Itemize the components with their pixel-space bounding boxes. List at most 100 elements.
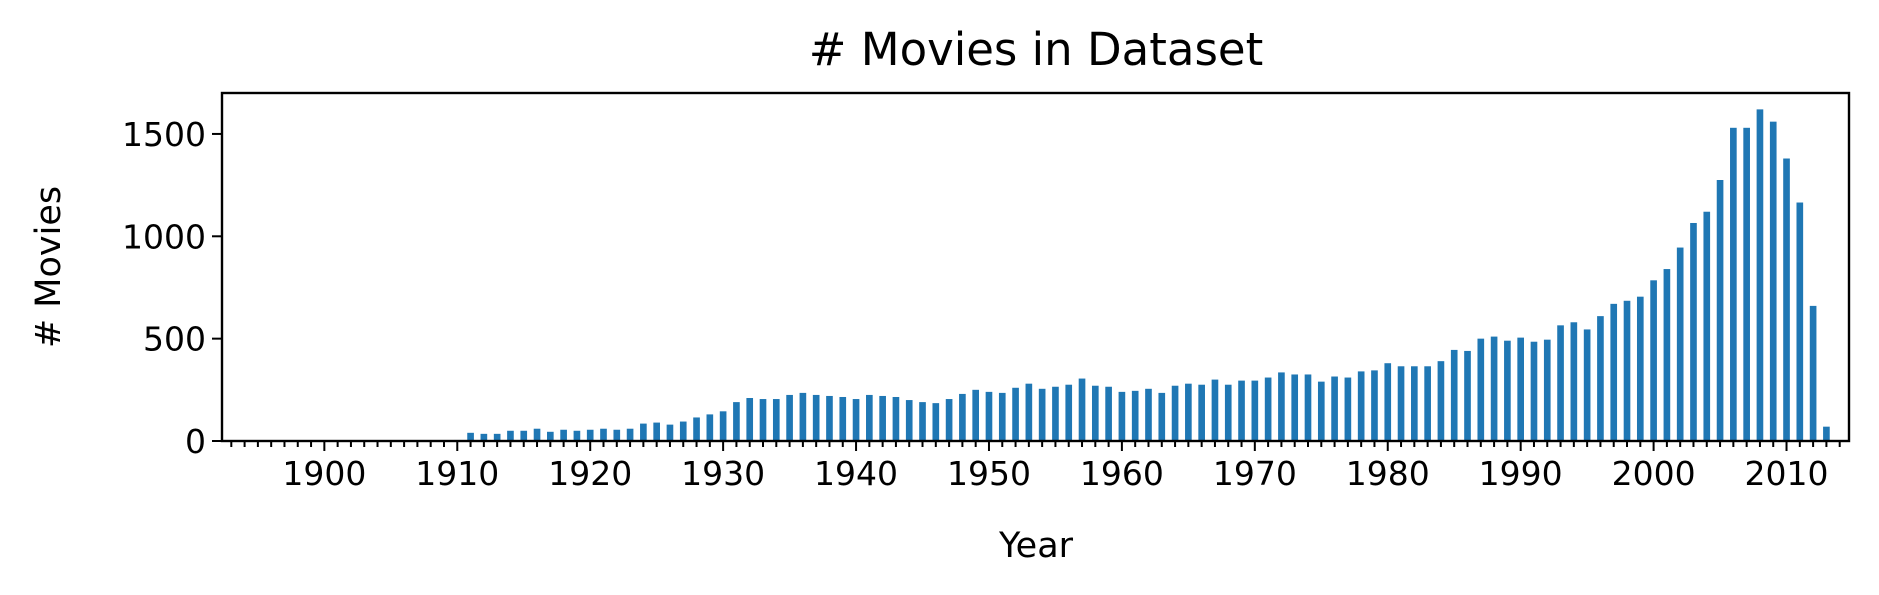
bar-1974	[1304, 374, 1312, 441]
bar-1992	[1543, 339, 1551, 441]
bar-1926	[666, 424, 674, 441]
bar-1989	[1504, 340, 1511, 441]
bar-1996	[1597, 316, 1604, 441]
bar-1928	[693, 417, 700, 441]
x-axis-label: Year	[998, 526, 1074, 566]
bar-1921	[600, 428, 607, 441]
bar-1939	[839, 396, 847, 441]
bar-2012	[1809, 305, 1817, 441]
bar-1940	[852, 399, 860, 441]
bar-1945	[919, 402, 926, 441]
bar-1982	[1411, 366, 1418, 441]
bar-1966	[1198, 384, 1205, 441]
bar-1947	[945, 399, 953, 441]
bar-1978	[1357, 371, 1365, 441]
bar-1999	[1636, 296, 1644, 441]
bar-1913	[493, 433, 501, 441]
y-axis-ticks: 0 500 1000 1500	[122, 115, 222, 461]
bar-1979	[1371, 370, 1378, 441]
bar-1955	[1052, 386, 1059, 441]
bar-1922	[613, 429, 621, 441]
bar-1950	[985, 391, 993, 441]
bar-2000	[1650, 280, 1657, 441]
bar-1951	[998, 392, 1006, 441]
bar-1924	[640, 423, 647, 441]
bar-1937	[812, 394, 820, 441]
bar-2004	[1703, 211, 1711, 441]
plot-frame	[220, 91, 1851, 443]
bar-1990	[1517, 337, 1524, 441]
y-tick-label: 0	[185, 422, 206, 461]
bar-1968	[1224, 384, 1232, 441]
bar-1935	[786, 394, 793, 441]
bar-2009	[1769, 121, 1777, 441]
bar-1914	[507, 430, 514, 441]
bar-1984	[1437, 361, 1445, 441]
bar-1997	[1610, 303, 1618, 441]
bar-1956	[1065, 384, 1073, 441]
bar-1983	[1424, 366, 1431, 441]
x-tick-label: 1940	[814, 454, 898, 493]
x-tick-label: 1960	[1080, 454, 1164, 493]
bar-1925	[653, 422, 660, 441]
y-tick-label: 1000	[122, 217, 206, 256]
bar-1931	[733, 402, 740, 441]
x-tick-label: 1910	[415, 454, 499, 493]
bar-1934	[772, 399, 780, 441]
bar-1965	[1185, 383, 1192, 441]
bar-1919	[573, 430, 581, 441]
x-axis-ticks: 1900 1910 1920 1930 1940 1950 1960 1970 1980 1990…	[230, 441, 1841, 493]
bar-1948	[959, 393, 966, 441]
x-tick-label: 1920	[548, 454, 632, 493]
bar-1933	[759, 399, 767, 441]
bar-1985	[1450, 349, 1458, 441]
bar-1941	[866, 394, 873, 441]
bar-1957	[1078, 378, 1086, 441]
bar-1972	[1278, 372, 1285, 441]
y-axis-label: # Movies	[29, 186, 69, 348]
bar-2010	[1783, 158, 1790, 441]
bar-1962	[1145, 388, 1152, 441]
bar-2003	[1690, 222, 1697, 441]
bar-1918	[560, 429, 567, 441]
bar-1987	[1477, 338, 1485, 441]
bar-1923	[626, 428, 634, 441]
bar-1915	[520, 430, 528, 441]
x-tick-label: 1930	[681, 454, 765, 493]
bar-2007	[1743, 127, 1750, 442]
bar-1944	[905, 400, 913, 441]
x-tick-label: 2010	[1745, 454, 1829, 493]
bar-1994	[1570, 322, 1578, 441]
bar-1916	[533, 428, 541, 441]
y-tick-label: 1500	[122, 115, 206, 154]
bar-1963	[1158, 392, 1166, 441]
bar-1930	[719, 411, 727, 441]
bar-1988	[1490, 336, 1498, 441]
x-tick-label: 1990	[1479, 454, 1563, 493]
bar-1927	[679, 421, 687, 441]
bar-1943	[892, 396, 900, 441]
bar-2011	[1796, 202, 1804, 441]
bar-2002	[1676, 247, 1684, 441]
bar-2008	[1756, 109, 1764, 441]
x-tick-label: 1970	[1213, 454, 1297, 493]
y-tick-label: 500	[143, 320, 206, 359]
bar-2001	[1663, 269, 1671, 441]
bar-1964	[1171, 385, 1179, 441]
chart-title: # Movies in Dataset	[809, 23, 1263, 76]
bar-1991	[1530, 341, 1538, 441]
bar-1917	[547, 431, 554, 441]
bar-1932	[746, 398, 754, 441]
bars-group	[241, 109, 1830, 442]
bar-1912	[480, 433, 488, 441]
bar-1936	[799, 392, 807, 441]
x-tick-label: 1980	[1346, 454, 1430, 493]
bar-1981	[1397, 366, 1405, 441]
bar-1977	[1344, 377, 1352, 441]
bar-1954	[1038, 388, 1046, 441]
bar-1952	[1012, 387, 1019, 441]
bar-1961	[1131, 390, 1139, 441]
bar-1960	[1118, 391, 1126, 441]
bar-1970	[1251, 380, 1259, 441]
